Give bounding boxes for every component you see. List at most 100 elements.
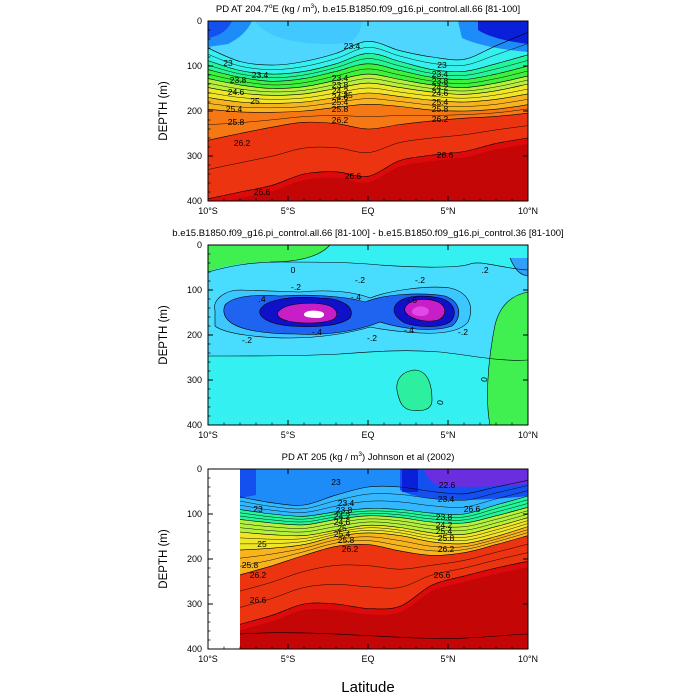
contour-line [208,32,528,66]
y-tick-label: 300 [187,375,202,385]
contour-label: 23.8 [436,512,453,522]
contour-line [240,632,528,639]
contour-label: 25.8 [432,104,449,114]
panel-2-east-positive-region [487,292,528,425]
contour-label: 23.4 [338,498,355,508]
panel-1-ylabel: DEPTH (m) [158,81,170,141]
contour-label: 23.8 [332,80,349,90]
contour-label: 23 [253,504,263,514]
contour-label: 23.8 [230,75,247,85]
contour-line [208,53,528,75]
x-tick-label: 5°N [440,654,455,664]
contour-line [208,58,528,78]
contour-line [240,523,528,545]
contour-label: 25.4 [334,529,351,539]
x-tick-label: EQ [361,654,374,664]
contour-line [240,490,528,513]
contour-line [240,510,528,529]
contour-label: 25.8 [332,104,349,114]
panel-3-west-surface-deep-blue [240,469,256,498]
x-tick-label: EQ [361,206,374,216]
panel-3-isopycnal-bands [240,480,528,649]
contour-label: 0 [479,376,490,383]
contour-label: 25 [257,539,267,549]
contour-label: 26.6 [437,150,454,160]
y-tick-label: 400 [187,196,202,206]
y-tick-label: 100 [187,285,202,295]
contour-line [208,112,528,141]
contour-label: -.2 [458,327,468,337]
contour-line [208,108,528,125]
contour-label: 26.2 [234,138,251,148]
panel-3-east-surface-violet [425,469,528,487]
contour-line [240,513,528,533]
contour-label: 24.6 [332,92,349,102]
panel-2-contour-labels: 0 -.2 .4 -.4 -.2 -.2 .2 -.2 -.4 -.6 -.4 … [242,265,489,406]
contour-label: 26.2 [438,544,455,554]
panel-1-east-surface-deep-blue [478,21,528,44]
contour-line [240,507,528,526]
panel-2-title: b.e15.B1850.f09_g16.pi_control.all.66 [8… [172,228,563,239]
contour-label: 23 [437,60,447,70]
deep-density-band [208,144,528,201]
contour-line [259,297,352,328]
contour-label: 25.8 [242,560,259,570]
panel-1-contour-lines [208,32,528,200]
panel-1-axes: 10°S 5°S EQ 5°N 10°N 0 100 200 300 400 [187,16,538,216]
contour-label: 22.6 [439,480,456,490]
x-tick-label: 10°S [198,654,218,664]
contour-label: 24.2 [332,86,349,96]
y-tick-label: 200 [187,330,202,340]
contour-label: 24.2 [334,511,351,521]
x-tick-label: 10°N [518,206,538,216]
contour-label: 26.6 [464,504,481,514]
contour-label: -.4 [312,327,322,337]
contour-line [240,535,528,576]
contour-label: 25.8 [228,117,245,127]
y-tick-label: 100 [187,509,202,519]
contour-label: 26.2 [342,544,359,554]
contour-line [240,532,528,567]
contour-label: 23.4 [344,41,361,51]
panel-1-title: PD AT 204.7oE (kg / m3), b.e15.B1850.f09… [216,3,520,15]
contour-label: 26.6 [434,570,451,580]
contour-line [208,73,528,89]
y-tick-label: 0 [197,464,202,474]
contour-label: 26.2 [250,570,267,580]
contour-line [240,480,528,506]
contour-label: 23.4 [252,70,269,80]
contour-label: 25 [337,523,347,533]
contour-line [240,561,528,625]
contour-label: 23.8 [432,76,449,86]
contour-label: -.2 [242,335,252,345]
x-tick-label: 5°N [440,206,455,216]
x-tick-label: 5°S [281,206,296,216]
x-tick-label: 10°N [518,430,538,440]
panel-1-contour-labels: 23.4 23 23.4 23.8 24.6 25 25.4 25.8 26.2… [223,41,453,197]
contour-line [208,68,528,86]
contour-label: -.2 [355,275,365,285]
contour-line [494,291,528,326]
contour-label: 25 [343,90,353,100]
contour-label: -.6 [407,295,417,305]
contour-label: .4 [258,294,265,304]
panel-2-north-peak-core [411,306,429,316]
x-tick-label: 10°N [518,654,538,664]
contour-label: .2 [481,265,488,275]
panel-3-fill [240,469,528,649]
contour-line [404,299,446,322]
contour-label: 25.4 [432,97,449,107]
contour-line [393,295,455,327]
contour-line [240,529,528,559]
contour-line [208,43,528,70]
contour-label: 26.6 [250,595,267,605]
x-tick-label: 5°S [281,654,296,664]
contour-line [509,257,528,277]
y-tick-label: 400 [187,420,202,430]
x-tick-label: 5°N [440,430,455,440]
deep-density-band [240,567,528,649]
panel-2-south-peak-core [303,310,325,318]
contour-line [487,324,496,425]
contour-line [208,92,528,104]
contour-label: 24.2 [432,82,449,92]
